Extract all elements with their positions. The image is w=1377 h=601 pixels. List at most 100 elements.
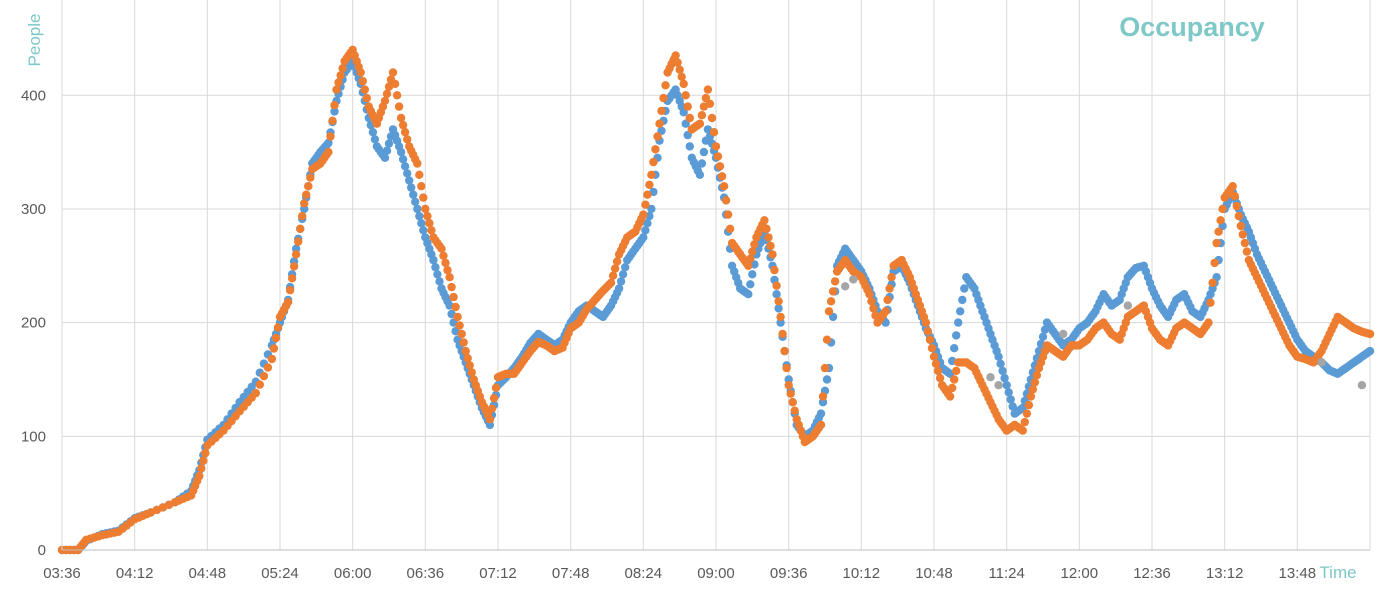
data-point: [695, 119, 705, 128]
data-point: [358, 76, 367, 86]
x-tick-label: 03:36: [43, 565, 81, 582]
data-point: [683, 102, 692, 111]
data-point: [1028, 385, 1038, 394]
data-point: [447, 282, 456, 292]
data-point: [998, 366, 1007, 376]
data-point: [764, 233, 773, 242]
data-point: [1024, 400, 1034, 410]
data-point: [643, 190, 652, 199]
data-point: [1236, 221, 1246, 231]
x-tick-label: 11:24: [988, 565, 1024, 582]
data-point: [1030, 378, 1040, 387]
data-point: [368, 128, 378, 137]
data-point: [774, 297, 783, 306]
data-point: [441, 258, 450, 268]
data-point: [1228, 182, 1237, 191]
data-point: [782, 363, 791, 373]
data-point: [770, 265, 779, 275]
data-point: [197, 464, 206, 473]
data-point: [606, 278, 616, 287]
data-point: [300, 199, 309, 208]
data-point: [772, 281, 781, 290]
data-point: [405, 176, 414, 185]
data-point: [1204, 318, 1213, 327]
data-point: [425, 219, 434, 228]
data-point: [935, 373, 945, 383]
data-point: [390, 79, 400, 89]
data-point: [306, 173, 315, 182]
data-point: [1026, 392, 1036, 401]
data-point: [986, 373, 995, 382]
data-point: [711, 142, 721, 151]
data-point: [790, 406, 799, 415]
data-point: [713, 152, 723, 161]
data-point: [1357, 381, 1367, 390]
data-point: [923, 327, 933, 336]
data-point: [762, 224, 771, 233]
data-point: [784, 381, 793, 390]
data-point: [1238, 230, 1248, 239]
data-point: [324, 138, 333, 148]
data-point: [778, 329, 787, 339]
data-point: [283, 298, 293, 307]
data-point: [748, 270, 757, 279]
data-point: [772, 290, 781, 299]
data-point: [824, 307, 834, 316]
data-point: [273, 323, 283, 332]
data-point: [929, 352, 939, 361]
data-point: [768, 250, 777, 259]
data-point: [849, 275, 858, 284]
data-point: [330, 101, 339, 110]
data-point: [653, 132, 662, 141]
data-point: [382, 146, 392, 155]
data-point: [746, 254, 755, 263]
data-point: [302, 190, 311, 199]
data-point: [451, 302, 460, 312]
data-point: [338, 64, 347, 73]
data-point: [1216, 216, 1225, 225]
data-point: [1218, 204, 1227, 214]
data-point: [1232, 201, 1242, 211]
data-point: [647, 170, 656, 179]
data-point: [883, 295, 892, 305]
data-point: [423, 211, 432, 221]
data-point: [788, 398, 797, 407]
data-point: [950, 375, 959, 384]
data-point: [671, 51, 680, 60]
axes: 0 100 200 300 400 03:36 04:12 04:48 05:24 06:00 06…: [21, 0, 1370, 582]
data-point: [465, 361, 474, 370]
data-point: [780, 346, 789, 356]
data-point: [651, 145, 660, 154]
data-point: [945, 392, 955, 401]
data-point: [673, 58, 682, 67]
data-point: [409, 190, 418, 199]
data-point: [608, 271, 618, 280]
data-point: [1317, 358, 1326, 367]
data-point: [330, 107, 339, 116]
data-point: [956, 307, 965, 316]
data-point: [931, 359, 941, 368]
x-tick-label: 09:00: [697, 565, 735, 582]
data-point: [960, 284, 969, 293]
data-point: [645, 180, 654, 189]
data-point: [641, 226, 650, 235]
data-point: [1365, 329, 1375, 339]
x-tick-label: 07:12: [479, 565, 517, 582]
data-point: [370, 135, 380, 144]
data-point: [865, 290, 874, 299]
data-point: [403, 135, 412, 144]
data-point: [1000, 373, 1009, 383]
data-point: [421, 204, 430, 214]
data-point: [621, 263, 630, 272]
data-point: [639, 210, 648, 219]
data-point: [285, 286, 295, 295]
data-point: [324, 147, 333, 157]
data-point: [396, 147, 406, 157]
chart-title: Occupancy: [1119, 12, 1265, 42]
data-points: [57, 45, 1375, 555]
data-point: [958, 295, 967, 305]
data-point: [816, 420, 826, 430]
data-point: [649, 157, 658, 167]
x-tick-label: 06:00: [334, 565, 372, 582]
